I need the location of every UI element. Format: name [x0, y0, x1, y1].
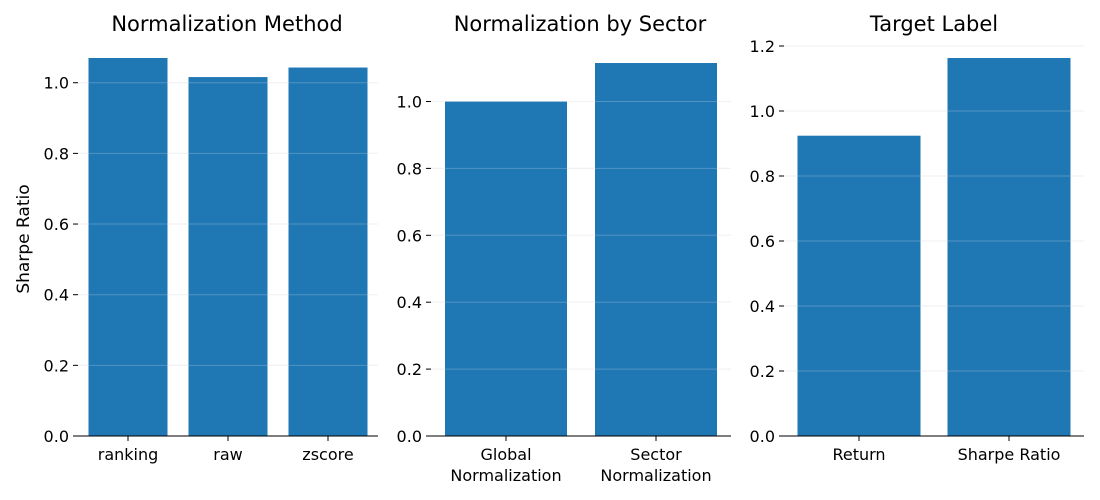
x-tick-label: raw: [213, 445, 242, 464]
y-tick-label: 0.2: [397, 360, 422, 379]
panel-target-label: 0.0 0.2 0.4 0.6 0.8 1.0 1.2 Return Sharpe Ratio T…: [750, 12, 1084, 464]
bar: [88, 58, 168, 436]
x-tick-label: Normalization: [450, 466, 561, 485]
y-tick-label: 0.4: [44, 286, 69, 305]
bar: [947, 58, 1071, 437]
chart-title: Target Label: [869, 12, 998, 36]
x-tick-label: Normalization: [600, 466, 711, 485]
y-axis-label: Sharpe Ratio: [14, 184, 34, 293]
panel-normalization-method: 0.0 0.2 0.4 0.6 0.8 1.0 ranking raw zscore Normal…: [14, 12, 378, 464]
y-tick-label: 0.6: [397, 226, 422, 245]
y-tick-label: 0.8: [44, 144, 69, 163]
bar: [797, 135, 921, 436]
chart-title: Normalization by Sector: [454, 12, 707, 36]
panel-normalization-by-sector: 0.0 0.2 0.4 0.6 0.8 1.0 Global Normalization Sec…: [397, 12, 731, 485]
y-tick-label: 1.0: [397, 92, 422, 111]
bar: [595, 63, 717, 436]
y-tick-label: 0.6: [750, 232, 775, 251]
y-tick-label: 0.0: [397, 427, 422, 446]
x-tick-label: Return: [832, 445, 885, 464]
y-tick-label: 0.4: [750, 297, 775, 316]
y-tick-label: 1.2: [750, 37, 775, 56]
chart-title: Normalization Method: [111, 12, 342, 36]
x-tick-label: Global: [480, 445, 531, 464]
x-tick-label: Sector: [630, 445, 682, 464]
y-tick-label: 0.0: [44, 427, 69, 446]
x-tick-label: Sharpe Ratio: [958, 445, 1061, 464]
y-tick-label: 0.2: [44, 356, 69, 375]
bar: [188, 77, 268, 437]
y-tick-label: 0.4: [397, 293, 422, 312]
y-tick-label: 0.0: [750, 427, 775, 446]
y-tick-label: 1.0: [750, 102, 775, 121]
bar: [288, 67, 368, 436]
y-tick-label: 0.2: [750, 362, 775, 381]
x-tick-label: ranking: [98, 445, 159, 464]
y-tick-label: 1.0: [44, 74, 69, 93]
y-tick-label: 0.6: [44, 215, 69, 234]
y-tick-label: 0.8: [397, 159, 422, 178]
bar: [445, 101, 567, 436]
y-tick-label: 0.8: [750, 167, 775, 186]
x-tick-label: zscore: [302, 445, 353, 464]
